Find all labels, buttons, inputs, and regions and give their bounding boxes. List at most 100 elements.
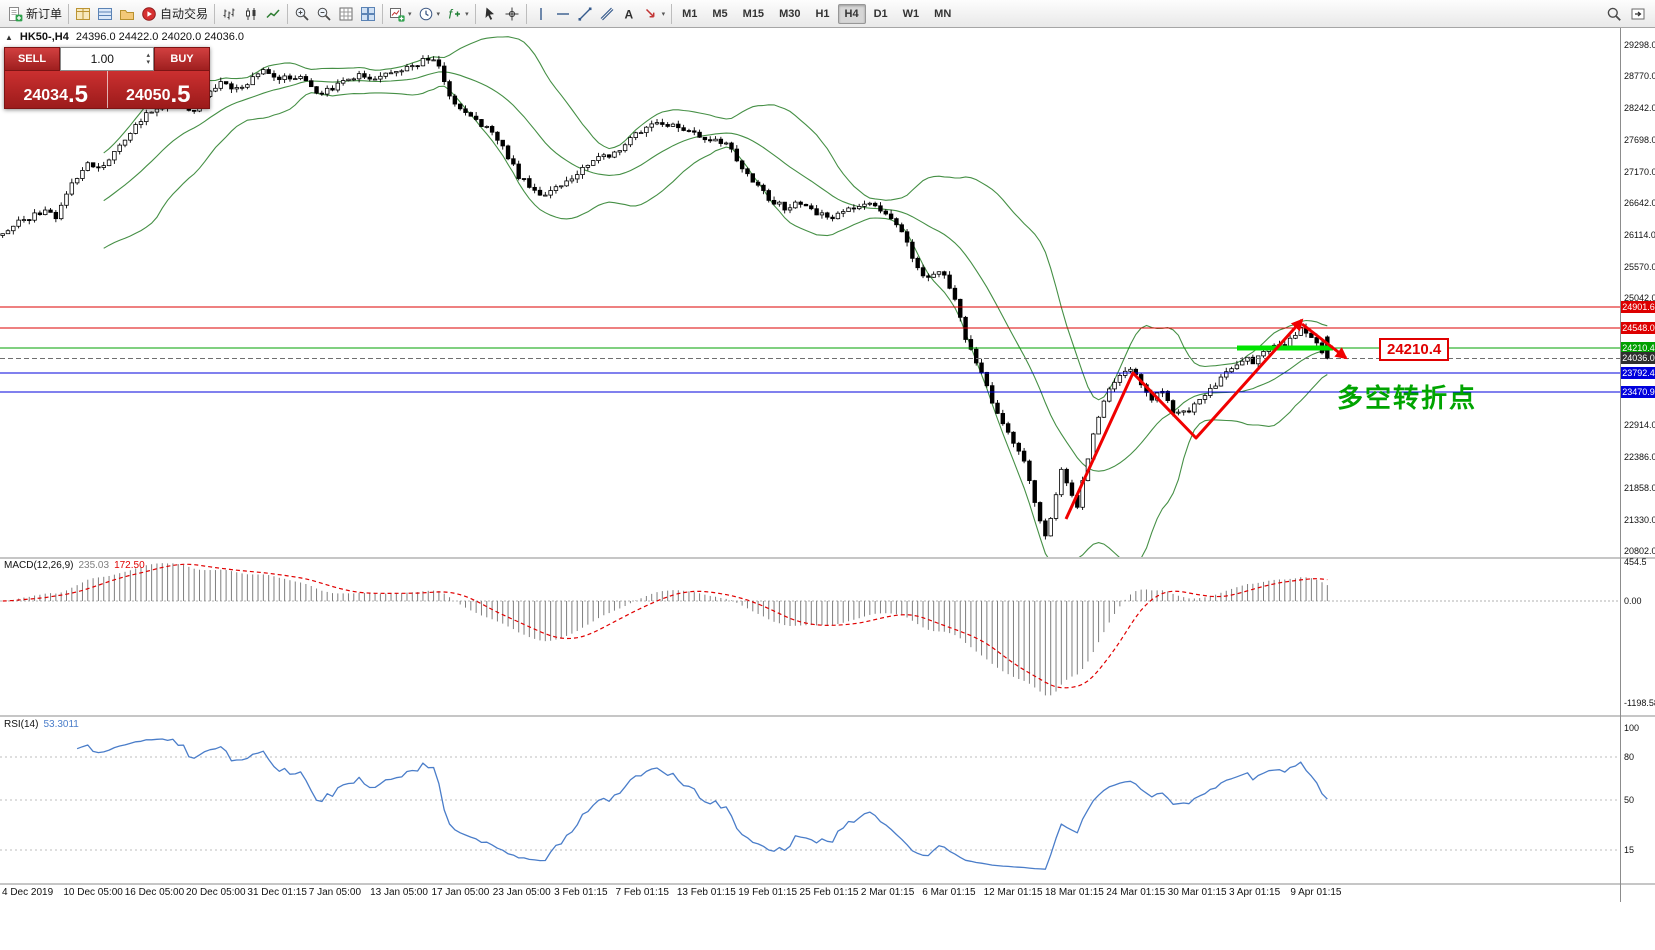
timeframe-w1[interactable]: W1 (902, 7, 920, 20)
axis-label: 20802.0 (1624, 545, 1655, 556)
market-watch-button[interactable] (72, 2, 94, 26)
grid-button[interactable] (335, 2, 357, 26)
hline-icon (556, 12, 569, 15)
cursor-button[interactable] (479, 2, 501, 26)
zoom-in-button[interactable] (291, 2, 313, 26)
timeframe-d1[interactable]: D1 (873, 7, 888, 20)
market-watch-icon (76, 7, 91, 20)
price-level-flag: 23792.4 (1621, 366, 1655, 379)
grid-icon (339, 7, 353, 20)
chart-canvas[interactable] (0, 28, 1655, 902)
axis-label: 80 (1624, 752, 1635, 762)
arrows-tool-icon (645, 8, 655, 17)
price-level-flag: 24548.0 (1621, 321, 1655, 334)
rsi-value: 53.3011 (43, 719, 79, 730)
vertical-line-button[interactable] (530, 2, 552, 26)
volume-input[interactable]: 1.00 ▴ ▾ (60, 47, 154, 71)
volume-stepper[interactable]: ▴ ▾ (143, 52, 153, 66)
period-button[interactable]: ▾ (415, 2, 444, 26)
volume-value[interactable]: 1.00 (90, 52, 114, 66)
toolbar-separator (474, 3, 476, 24)
date-label: 6 Mar 01:15 (922, 887, 976, 898)
pullback-arrow (1301, 322, 1348, 360)
date-label: 13 Feb 01:15 (676, 887, 736, 898)
data-window-icon (98, 7, 113, 20)
price-axis[interactable]: 29298.0 28770.0 28242.0 27698.0 27170.0 26642… (1620, 28, 1655, 902)
volume-up-icon[interactable]: ▴ (146, 52, 150, 59)
arrows-button[interactable]: ▾ (640, 2, 669, 26)
new-chart-icon (390, 7, 405, 22)
timeframe-m1[interactable]: M1 (682, 7, 698, 20)
toolbar-separator (525, 3, 527, 24)
period-clock-icon (419, 7, 432, 20)
navigator-icon (120, 9, 135, 20)
axis-label: 27170.0 (1624, 166, 1655, 177)
search-icon (1607, 7, 1621, 21)
rsi-name: RSI(14) (4, 719, 39, 730)
buy-button[interactable]: BUY (154, 47, 210, 71)
macd-indicator-label: MACD(12,26,9) 235.03 172.50 (4, 560, 145, 571)
time-axis[interactable]: 4 Dec 2019 10 Dec 05:00 16 Dec 05:00 20 Dec… (0, 885, 1655, 902)
price-level-flag: 24036.0 (1621, 352, 1655, 365)
axis-label: 100 (1624, 723, 1640, 734)
horizontal-line-button[interactable] (552, 2, 574, 26)
channel-button[interactable] (596, 2, 618, 26)
buy-price[interactable]: 24050.5 (108, 71, 210, 108)
data-window-button[interactable] (94, 2, 116, 26)
text-button[interactable]: A (618, 2, 640, 26)
sell-button[interactable]: SELL (4, 47, 60, 71)
timeframe-h1[interactable]: H1 (815, 7, 830, 20)
date-label: 24 Mar 01:15 (1106, 887, 1166, 898)
timeframe-m15[interactable]: M15 (742, 7, 765, 20)
timeframe-h4[interactable]: H4 (837, 3, 866, 24)
channel-icon (600, 7, 614, 20)
line-chart-button[interactable] (262, 2, 284, 26)
bollinger-bands (103, 36, 1328, 557)
search-button[interactable] (1603, 2, 1625, 26)
axis-label: 454.5 (1624, 557, 1647, 568)
macd-name: MACD(12,26,9) (4, 560, 74, 571)
autotrade-button[interactable]: 自动交易 (138, 2, 211, 26)
date-label: 4 Dec 2019 (2, 887, 54, 898)
svg-text:A: A (624, 7, 633, 21)
toolbar-separator (68, 3, 70, 24)
macd-main-value: 235.03 (78, 560, 110, 571)
ohlc-values: 24396.0 24422.0 24020.0 24036.0 (75, 31, 245, 43)
price-callout-label[interactable]: 24210.4 (1379, 338, 1450, 361)
date-label: 3 Apr 01:15 (1229, 887, 1281, 898)
trendline-icon (578, 7, 592, 21)
timeframe-m30[interactable]: M30 (779, 7, 801, 20)
date-label: 7 Feb 01:15 (615, 887, 669, 898)
date-label: 2 Mar 01:15 (860, 887, 915, 898)
cursor-icon (485, 7, 494, 20)
axis-label: 25042.0 (1624, 293, 1655, 304)
indicators-button[interactable]: f ▾ (443, 2, 472, 26)
text-tool-icon: A (624, 7, 633, 21)
axis-label: 29298.0 (1624, 40, 1655, 50)
zoom-out-button[interactable] (313, 2, 335, 26)
chart-shift-button[interactable] (1627, 2, 1649, 26)
new-chart-button[interactable]: ▾ (386, 2, 415, 26)
trendline-button[interactable] (574, 2, 596, 26)
symbol-period-label: HK50-,H4 (19, 31, 69, 43)
volume-down-icon[interactable]: ▾ (146, 59, 150, 66)
oct-toggle-icon[interactable]: ▲ (5, 32, 13, 42)
timeframe-m5[interactable]: M5 (712, 7, 728, 20)
timeframe-mn[interactable]: MN (934, 7, 952, 20)
crosshair-button[interactable] (501, 2, 523, 26)
axis-label: 22386.0 (1624, 451, 1655, 462)
candles-layer (0, 55, 1330, 540)
date-label: 18 Mar 01:15 (1044, 887, 1104, 898)
bars-chart-button[interactable] (218, 2, 240, 26)
tile-windows-button[interactable] (357, 2, 379, 26)
rsi-indicator-label: RSI(14) 53.3011 (4, 719, 79, 730)
date-label: 9 Apr 01:15 (1290, 887, 1342, 898)
new-order-button[interactable]: 新订单 (4, 2, 65, 26)
axis-label: 0.00 (1624, 596, 1642, 606)
axis-label: 28242.0 (1624, 102, 1655, 113)
sell-price[interactable]: 24034.5 (5, 71, 107, 108)
price-level-flag: 24210.4 (1621, 342, 1655, 354)
candles-chart-button[interactable] (240, 2, 262, 26)
navigator-button[interactable] (116, 2, 138, 26)
turning-point-note: 多空转折点 (1337, 383, 1478, 413)
